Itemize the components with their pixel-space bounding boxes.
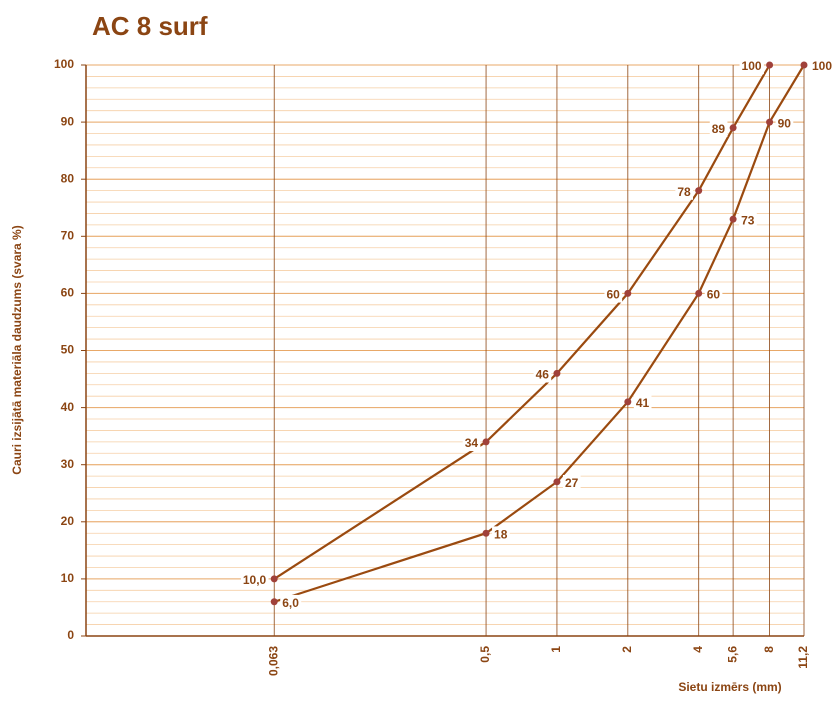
data-label: 41 [636, 396, 650, 410]
data-label: 18 [494, 527, 508, 541]
x-tick-label: 1 [549, 646, 563, 653]
x-axis-title: Sietu izmērs (mm) [678, 680, 781, 694]
label-background [675, 183, 694, 200]
data-point [766, 118, 774, 126]
y-tick-label: 50 [61, 343, 75, 357]
label-background [709, 120, 728, 137]
data-label: 73 [741, 213, 755, 227]
label-background [562, 475, 581, 492]
y-tick-label: 10 [61, 571, 75, 585]
label-background [775, 115, 794, 132]
chart-title: AC 8 surf [92, 11, 208, 41]
data-label: 100 [812, 59, 832, 73]
x-tick-label: 2 [620, 646, 634, 653]
data-point [766, 61, 774, 69]
y-tick-label: 30 [61, 457, 75, 471]
y-tick-label: 40 [61, 400, 75, 414]
data-label: 60 [707, 288, 721, 302]
y-axis-title: Cauri izsijātā materiāla daudzums (svara… [10, 225, 24, 474]
data-point [624, 289, 632, 297]
x-tick-label: 4 [691, 646, 705, 653]
data-point [482, 529, 490, 537]
x-tick-label: 11,2 [796, 646, 810, 669]
data-point [270, 575, 278, 583]
y-tick-label: 0 [67, 628, 74, 642]
data-point [695, 289, 703, 297]
x-tick-label: 5,6 [725, 646, 739, 663]
data-label: 60 [606, 288, 620, 302]
label-background [604, 286, 623, 303]
data-label: 34 [465, 436, 479, 450]
data-label: 90 [778, 116, 792, 130]
data-point [729, 124, 737, 132]
y-tick-label: 20 [61, 514, 75, 528]
label-background [739, 212, 757, 229]
y-tick-label: 100 [54, 57, 74, 71]
data-point [270, 598, 278, 606]
data-point [729, 215, 737, 223]
series-line [273, 64, 805, 603]
data-label: 46 [536, 368, 550, 382]
label-background [462, 435, 481, 452]
x-tick-label: 8 [762, 646, 776, 653]
data-label: 100 [742, 59, 762, 73]
label-background [633, 395, 652, 412]
y-tick-label: 90 [61, 114, 75, 128]
data-label: 78 [677, 185, 691, 199]
data-point [553, 369, 561, 377]
y-tick-label: 70 [61, 228, 75, 242]
x-tick-label: 0,5 [478, 646, 492, 663]
y-tick-label: 60 [61, 286, 75, 300]
data-label: 27 [565, 476, 579, 490]
y-tick-label: 80 [61, 171, 75, 185]
data-point [553, 478, 561, 486]
data-point [695, 187, 703, 195]
data-point [624, 398, 632, 406]
data-point [800, 61, 808, 69]
x-tick-label: 0,063 [266, 646, 280, 676]
label-background [704, 286, 723, 303]
data-label: 6,0 [282, 596, 299, 610]
label-background [533, 366, 552, 383]
data-point [482, 438, 490, 446]
label-background [240, 572, 269, 589]
data-label: 10,0 [243, 573, 267, 587]
label-background [810, 58, 833, 75]
data-label: 89 [712, 122, 726, 136]
label-background [492, 526, 510, 543]
series-line [273, 64, 771, 580]
label-background [739, 58, 764, 75]
label-background [280, 594, 302, 611]
